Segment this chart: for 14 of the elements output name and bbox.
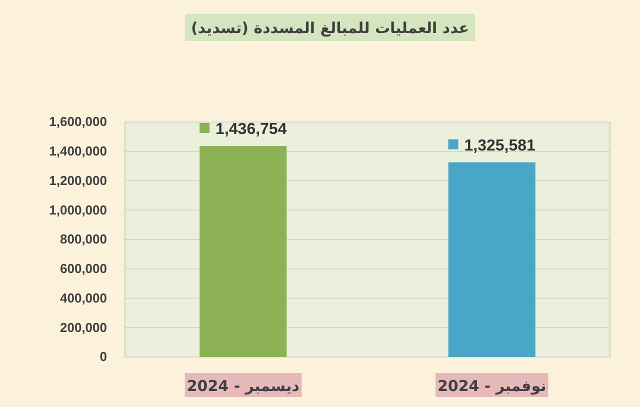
y-tick-label: 800,000: [60, 232, 107, 247]
y-tick-label: 600,000: [60, 261, 107, 276]
chart-title: عدد العمليات للمبالغ المسددة (تسديد): [190, 19, 470, 37]
y-tick-label: 1,400,000: [49, 144, 107, 159]
y-tick-label: 400,000: [60, 290, 107, 306]
x-tick-label: نوفمبر - 2024: [437, 377, 546, 395]
y-tick-label: 1,000,000: [49, 202, 107, 218]
y-tick-label: 1,600,000: [49, 114, 107, 130]
y-tick-label: 1,200,000: [49, 172, 107, 188]
y-tick-label: 0: [100, 349, 107, 364]
y-tick-label: 200,000: [60, 320, 107, 335]
data-label: 1,325,581: [464, 137, 536, 154]
data-label: 1,436,754: [216, 120, 287, 138]
x-tick-label: ديسمبر - 2024: [186, 377, 300, 395]
